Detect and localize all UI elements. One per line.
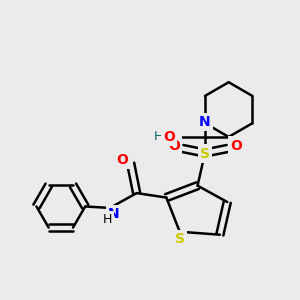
- Text: O: O: [168, 139, 180, 152]
- Text: S: S: [200, 147, 210, 160]
- Text: H: H: [154, 130, 164, 143]
- Text: O: O: [163, 130, 175, 144]
- Text: H: H: [103, 213, 112, 226]
- Text: S: S: [175, 232, 185, 246]
- Text: N: N: [199, 115, 211, 129]
- Text: N: N: [108, 207, 119, 221]
- Text: O: O: [230, 139, 242, 152]
- Text: O: O: [116, 153, 128, 167]
